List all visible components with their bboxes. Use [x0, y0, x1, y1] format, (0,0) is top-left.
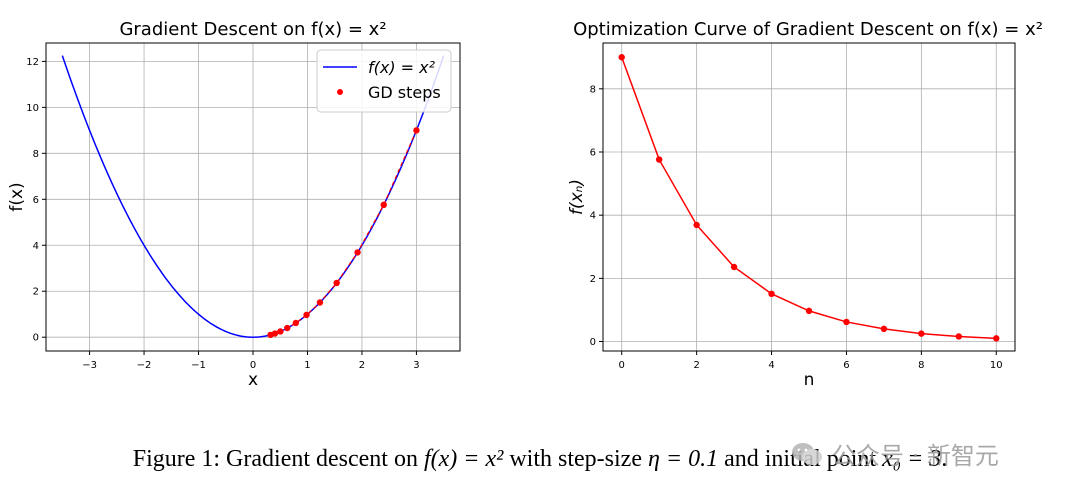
right-ytick-label: 6 [590, 147, 596, 158]
right-xtick-label: 0 [619, 360, 625, 371]
gd-step-point [316, 299, 324, 306]
chart-right-title: Optimization Curve of Gradient Descent o… [573, 19, 1043, 40]
left-plot-area [61, 55, 445, 339]
optimization-point [955, 333, 963, 340]
gd-step-point [354, 249, 361, 256]
legend-label-fx: f(x) = x² [368, 58, 436, 77]
left-ytick-label: 0 [33, 333, 39, 344]
caption-suffix: . [941, 446, 948, 472]
left-legend-box [316, 49, 452, 113]
gd-step-point [413, 127, 420, 134]
figure: Gradient Descent on f(x) = x² −3 −2 −1 0 1 2 3… [7, 19, 1043, 390]
optimization-point [918, 330, 925, 337]
right-plot-area [618, 54, 1000, 342]
gd-step-point [284, 324, 291, 332]
left-xtick-label: 3 [413, 360, 419, 371]
right-grid [603, 43, 1015, 351]
right-ytick-label: 8 [590, 84, 596, 95]
figure-caption: Figure 1: Gradient descent on f(x) = x² … [0, 446, 1080, 473]
left-ytick-label: 8 [33, 149, 39, 160]
optimization-point [805, 307, 813, 315]
right-axes-frame [602, 42, 1016, 352]
left-ytick-label: 10 [26, 103, 39, 114]
chart-right-xlabel: n [804, 370, 815, 390]
legend-dot-swatch [337, 89, 343, 95]
gd-step-point [303, 311, 310, 319]
caption-prefix: Figure 1: Gradient descent on [132, 446, 424, 472]
left-legend: f(x) = x² GD steps [316, 49, 452, 113]
chart-left: Gradient Descent on f(x) = x² −3 −2 −1 0 1 2 3… [7, 19, 461, 390]
gd-step-point [267, 331, 274, 339]
left-ytick-label: 12 [26, 57, 39, 68]
right-ytick-label: 2 [590, 274, 596, 285]
optimization-point [993, 335, 1000, 342]
right-ytick-label: 0 [590, 337, 596, 348]
optimization-point [880, 325, 888, 333]
right-xtick-label: 4 [768, 360, 774, 371]
chart-left-title: Gradient Descent on f(x) = x² [119, 19, 386, 40]
left-ytick-label: 2 [33, 287, 39, 298]
right-xtick-label: 6 [843, 360, 849, 371]
optimization-point [768, 290, 775, 298]
caption-eta: η = 0.1 [647, 446, 719, 472]
fx-curve-line [61, 55, 445, 338]
optimization-point [655, 156, 663, 163]
optimization-point [693, 221, 700, 229]
chart-left-xlabel: x [248, 370, 258, 390]
optimization-point [618, 54, 625, 61]
left-xtick-label: −3 [82, 360, 97, 371]
left-xtick-label: −2 [137, 360, 152, 371]
optimization-point [843, 318, 850, 326]
optimization-point [730, 263, 738, 271]
right-xtick-label: 2 [693, 360, 699, 371]
right-ticks: 0 2 4 6 8 10 0 2 4 6 8 [590, 84, 1003, 371]
gd-steps-path [270, 130, 417, 336]
right-ytick-label: 4 [590, 211, 596, 222]
legend-label-gd: GD steps [368, 83, 441, 102]
left-ytick-label: 6 [33, 195, 39, 206]
gd-step-point [292, 319, 300, 327]
left-ytick-label: 4 [33, 241, 39, 252]
gd-step-point [277, 328, 284, 335]
caption-mid: with step-size [503, 446, 648, 472]
caption-fx: f(x) = x² [423, 446, 504, 472]
watermark: 公众号 · 新智元 [790, 436, 999, 471]
optimization-curve-line [621, 56, 997, 340]
chart-right-ylabel: f(xₙ) [567, 179, 587, 215]
right-xtick-label: 10 [990, 360, 1003, 371]
left-xtick-label: −1 [191, 360, 206, 371]
chart-right: Optimization Curve of Gradient Descent o… [567, 19, 1043, 390]
right-xtick-label: 8 [918, 360, 924, 371]
gd-step-point [380, 201, 387, 209]
gd-step-point [333, 279, 340, 287]
left-xtick-label: 1 [304, 360, 310, 371]
caption-x0: x₀ = 3 [882, 446, 942, 472]
left-xtick-label: 2 [359, 360, 365, 371]
left-xtick-label: 0 [250, 360, 256, 371]
wechat-icon [792, 442, 822, 465]
chart-left-ylabel: f(x) [7, 182, 27, 211]
watermark-text: 公众号 · 新智元 [832, 442, 999, 470]
